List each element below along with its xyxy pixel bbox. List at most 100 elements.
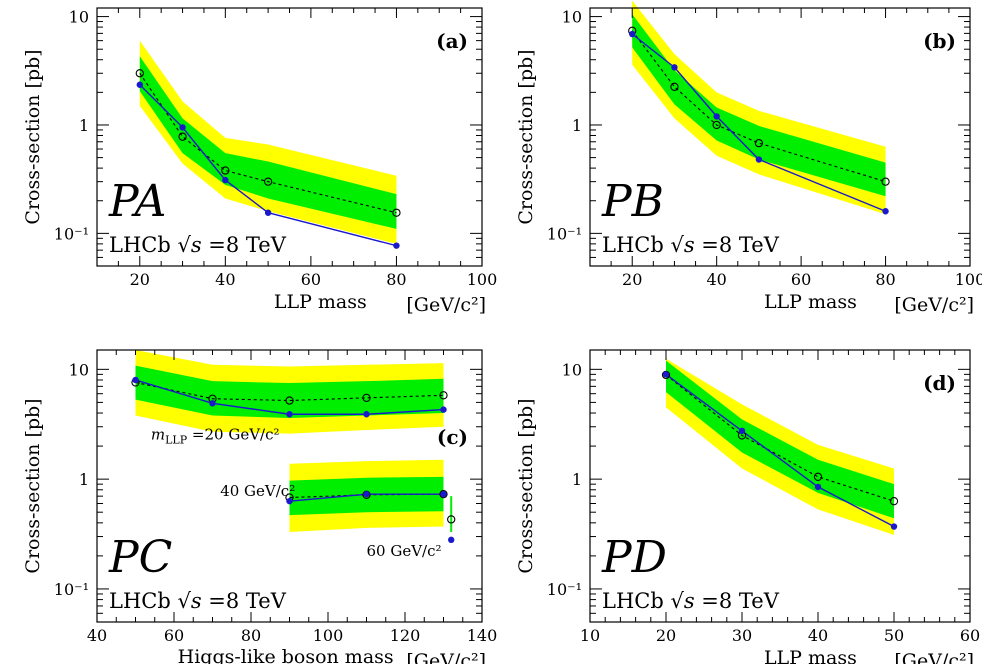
expected-point: [439, 489, 448, 499]
x-tick-label: 30: [732, 626, 752, 645]
observed-point: [209, 400, 216, 407]
x-tick-label: 100: [467, 270, 498, 289]
panel-c: 40 60 80 100 120 140 10 1 10⁻¹ Cross-section [pb]…: [22, 349, 498, 664]
x-tick-label: 140: [467, 626, 498, 645]
observed-point: [179, 124, 186, 131]
x-tick-label: 60: [301, 270, 321, 289]
x-tick-label: 50: [884, 626, 904, 645]
x-tick-label: 80: [386, 270, 406, 289]
observed-point: [222, 176, 229, 184]
x-axis-unit: [GeV/c²]: [406, 294, 486, 316]
y-tick-label: 1: [572, 470, 582, 489]
panel-b: 20 40 60 80 100 10 1 10⁻¹ Cross-section [pb] LLP …: [515, 0, 982, 316]
observed-point: [132, 376, 139, 384]
expected-line: [135, 381, 444, 402]
observed-point: [440, 490, 447, 498]
x-tick-label: 20: [622, 270, 642, 289]
x-tick-label: 40: [808, 626, 828, 645]
y-axis-label: Cross-section [pb]: [515, 398, 537, 573]
y-tick-label: 10: [69, 360, 89, 379]
y-axis-label: Cross-section [pb]: [22, 398, 44, 573]
x-tick-label: 40: [87, 626, 107, 645]
observed-point: [286, 497, 293, 505]
mllp-60-label: 60 GeV/c²: [367, 542, 442, 560]
lhcb-label: LHCb √s =8 TeV: [602, 233, 780, 257]
observed-point: [890, 523, 898, 530]
observed-point: [393, 242, 400, 249]
x-tick-label: 60: [164, 626, 184, 645]
panel-d: 10 20 30 40 50 60 10 1 10⁻¹ Cross-section [pb] LLP…: [515, 349, 980, 664]
x-tick-label: 20: [656, 626, 676, 645]
expected-point: [813, 472, 823, 481]
x-tick-label: 100: [955, 270, 982, 289]
observed-point: [286, 411, 293, 418]
expected-point: [754, 138, 764, 148]
y-tick-label: 10⁻¹: [547, 580, 582, 599]
x-tick-label: 40: [706, 270, 726, 289]
x-axis-label: LLP mass: [764, 291, 857, 313]
x-tick-label: 120: [390, 626, 421, 645]
expected-point: [889, 497, 899, 506]
observed-line: [665, 373, 895, 528]
observed-point: [882, 208, 889, 215]
expected-point: [263, 177, 273, 186]
expected-point: [135, 69, 144, 78]
y-tick-label: 10: [69, 8, 89, 27]
y-tick-label: 10: [562, 8, 582, 27]
observed-point: [662, 371, 670, 378]
expected-point: [439, 391, 448, 400]
expected-point: [221, 166, 230, 175]
x-tick-label: 40: [215, 270, 235, 289]
observed-point: [738, 427, 746, 435]
expected-line: [665, 374, 895, 502]
observed-point: [671, 64, 678, 71]
x-axis-label: LLP mass: [274, 291, 367, 313]
x-tick-label: 80: [875, 270, 895, 289]
expected-point: [392, 208, 401, 217]
observed-point: [363, 490, 370, 498]
panel-label: PC: [108, 532, 172, 583]
y-tick-label: 1: [79, 470, 89, 489]
y-tick-label: 1: [79, 116, 89, 135]
panel-tag: (a): [436, 29, 468, 53]
x-axis-label: Higgs-like boson mass: [178, 646, 394, 664]
y-tick-label: 10: [562, 360, 582, 379]
y-axis-label: Cross-section [pb]: [515, 49, 537, 224]
observed-point: [136, 81, 143, 88]
lhcb-label: LHCb √s =8 TeV: [109, 233, 287, 257]
x-tick-label: 20: [130, 270, 150, 289]
expected-point: [447, 515, 456, 524]
panel-tag: (c): [437, 425, 468, 449]
x-tick-label: 10: [580, 626, 600, 645]
observed-point: [814, 483, 822, 491]
panel-label: PA: [108, 176, 166, 227]
band-1sigma: [139, 56, 397, 229]
expected-point: [670, 82, 679, 91]
observed-point: [264, 209, 272, 216]
panel-tag: (d): [923, 371, 956, 395]
observed-point: [440, 406, 447, 413]
y-tick-label: 1: [572, 116, 582, 135]
panel-label: PB: [601, 176, 664, 227]
expected-line: [631, 30, 886, 183]
observed-point: [448, 536, 455, 544]
expected-point: [712, 120, 721, 130]
x-tick-label: 60: [791, 270, 811, 289]
x-tick-label: 100: [313, 626, 344, 645]
plot-frame: [96, 7, 483, 267]
observed-point: [755, 156, 763, 163]
expected-line: [139, 72, 397, 214]
observed-point: [713, 113, 720, 120]
x-axis-unit: [GeV/c²]: [894, 294, 974, 316]
x-axis-label: LLP mass: [764, 647, 857, 664]
x-axis-unit: [GeV/c²]: [894, 650, 974, 664]
panel-a: 20 40 60 80 100 10 1 10⁻¹ Cross-section [pb] LLP …: [22, 7, 498, 316]
mllp-20-label: mLLP =20 GeV/c²: [151, 425, 280, 446]
y-tick-label: 10⁻¹: [547, 224, 582, 243]
x-tick-label: 80: [241, 626, 261, 645]
expected-point: [362, 393, 371, 402]
y-tick-label: 10⁻¹: [54, 224, 89, 243]
y-axis-label: Cross-section [pb]: [22, 49, 44, 224]
expected-point: [285, 396, 294, 405]
